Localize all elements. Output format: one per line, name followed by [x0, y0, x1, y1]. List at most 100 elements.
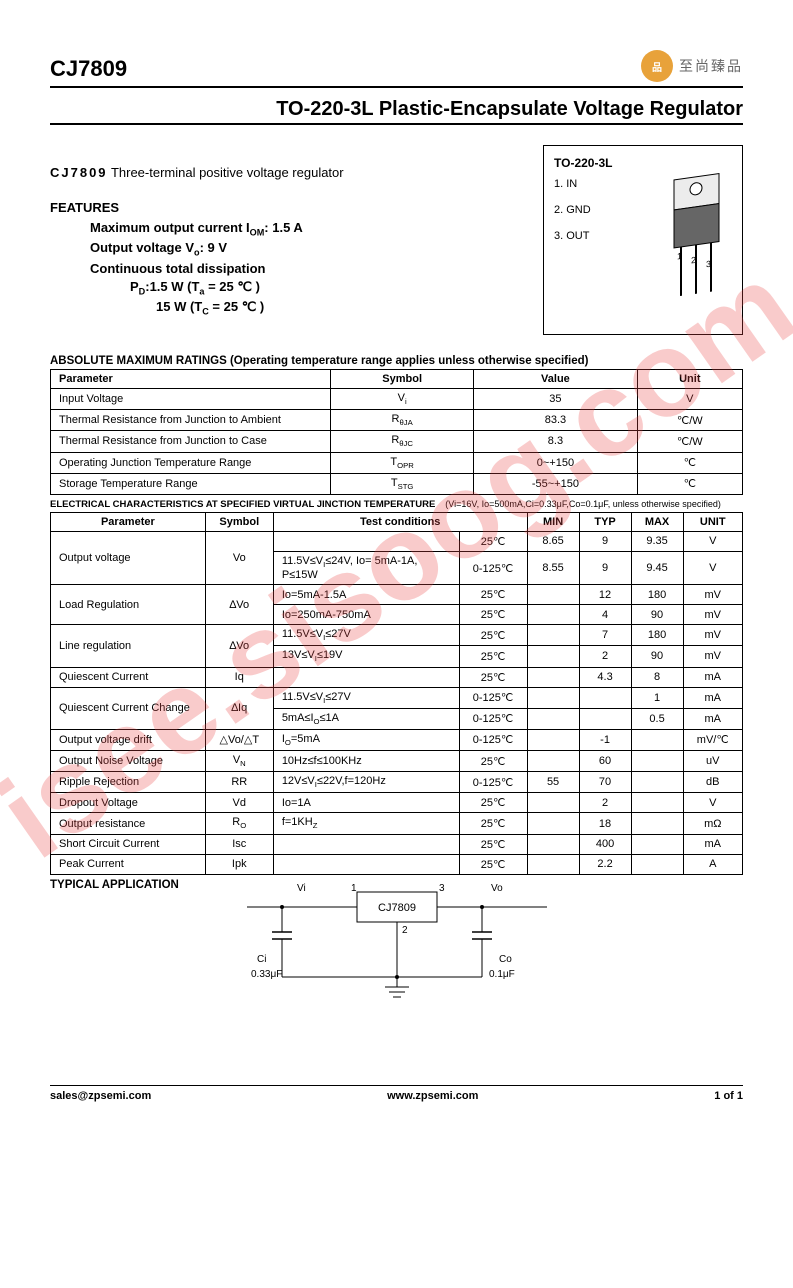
table-cell: 70 [579, 772, 631, 793]
col-typ: TYP [579, 512, 631, 531]
col-max: MAX [631, 512, 683, 531]
svg-text:1: 1 [677, 251, 682, 262]
table-cell: 4.3 [579, 667, 631, 687]
table-cell [527, 751, 579, 772]
svg-text:2: 2 [691, 255, 696, 266]
table-row: Storage Temperature RangeTSTG-55~+150℃ [51, 473, 743, 494]
description: CJ7809 Three-terminal positive voltage r… [50, 165, 523, 180]
table-cell: V [637, 389, 742, 410]
table-cell: 60 [579, 751, 631, 772]
table-cell: Short Circuit Current [51, 834, 206, 854]
table-cell: Storage Temperature Range [51, 473, 331, 494]
table-cell: V [683, 531, 742, 551]
table-row: Output Noise VoltageVN10Hz≤f≤100KHz25℃60… [51, 751, 743, 772]
table-row: Quiescent Current Change∆Iq11.5V≤VI≤27V0… [51, 687, 743, 708]
feature-line: Continuous total dissipation [90, 260, 523, 278]
footer-page: 1 of 1 [714, 1090, 743, 1102]
table-cell: mA [683, 667, 742, 687]
table-row: Output resistanceROf=1KHZ25℃18mΩ [51, 813, 743, 834]
table-cell: V [683, 793, 742, 813]
abs-col: Unit [637, 370, 742, 389]
svg-text:CJ7809: CJ7809 [378, 902, 416, 914]
table-cell: mA [683, 708, 742, 729]
table-cell: 0-125℃ [459, 687, 527, 708]
table-cell: 25℃ [459, 585, 527, 605]
table-row: Dropout VoltageVdIo=1A25℃2V [51, 793, 743, 813]
table-cell: Isc [205, 834, 273, 854]
table-cell: 8.3 [474, 431, 637, 452]
table-cell [527, 854, 579, 874]
desc-part: CJ7809 [50, 165, 108, 180]
svg-text:2: 2 [402, 925, 408, 936]
table-cell [527, 729, 579, 750]
col-symbol: Symbol [205, 512, 273, 531]
table-cell: f=1KHZ [273, 813, 459, 834]
table-cell: 0-125℃ [459, 708, 527, 729]
table-cell: 12V≤VI≤22V,f=120Hz [273, 772, 459, 793]
table-row: Peak CurrentIpk25℃2.2A [51, 854, 743, 874]
table-cell: 25℃ [459, 646, 527, 667]
table-cell: Io=5mA-1.5A [273, 585, 459, 605]
table-cell: Output voltage [51, 531, 206, 584]
table-cell: 8.55 [527, 551, 579, 584]
abs-col: Value [474, 370, 637, 389]
table-cell: Output voltage drift [51, 729, 206, 750]
typical-app-diagram: CJ7809 Vi 1 3 Vo 2 Ci 0.33μF Co 0.1μF [50, 877, 743, 1010]
features-list: Maximum output current IOM: 1.5 A Output… [90, 219, 523, 318]
svg-text:Vo: Vo [491, 883, 503, 894]
table-cell: TSTG [331, 473, 474, 494]
table-cell: 8 [631, 667, 683, 687]
col-unit: UNIT [683, 512, 742, 531]
table-cell: 35 [474, 389, 637, 410]
table-cell: ℃ [637, 452, 742, 473]
table-cell: Load Regulation [51, 585, 206, 625]
table-cell: ℃/W [637, 431, 742, 452]
table-cell: RO [205, 813, 273, 834]
table-cell: VN [205, 751, 273, 772]
svg-text:0.1μF: 0.1μF [489, 969, 515, 980]
col-min: MIN [527, 512, 579, 531]
col-param: Parameter [51, 512, 206, 531]
table-cell: 25℃ [459, 605, 527, 625]
abs-col: Symbol [331, 370, 474, 389]
table-cell: ℃/W [637, 410, 742, 431]
header: CJ7809 品 至尚臻品 [50, 50, 743, 88]
elec-table: Parameter Symbol Test conditions MIN TYP… [50, 512, 743, 875]
table-cell [631, 813, 683, 834]
table-cell: 12 [579, 585, 631, 605]
table-cell: mA [683, 687, 742, 708]
table-cell [579, 687, 631, 708]
table-cell: 0-125℃ [459, 772, 527, 793]
table-cell [631, 772, 683, 793]
table-cell: △Vo/△T [205, 729, 273, 750]
table-cell: Output Noise Voltage [51, 751, 206, 772]
table-row: Input VoltageVi35V [51, 389, 743, 410]
table-cell: 25℃ [459, 667, 527, 687]
elec-heading: ELECTRICAL CHARACTERISTICS AT SPECIFIED … [50, 499, 435, 510]
elec-note: (Vi=16V, Io=500mA,Ci=0.33μF,Co=0.1μF, un… [445, 499, 721, 509]
table-cell: RθJC [331, 431, 474, 452]
table-cell: ∆Vo [205, 625, 273, 667]
col-conditions: Test conditions [273, 512, 527, 531]
table-cell: 2 [579, 793, 631, 813]
table-row: Operating Junction Temperature RangeTOPR… [51, 452, 743, 473]
table-cell: 9.45 [631, 551, 683, 584]
table-row: Output voltage drift△Vo/△TIO=5mA0-125℃-1… [51, 729, 743, 750]
table-cell: 7 [579, 625, 631, 646]
table-cell: mΩ [683, 813, 742, 834]
table-cell: mA [683, 834, 742, 854]
table-cell: 4 [579, 605, 631, 625]
table-cell: 90 [631, 605, 683, 625]
table-cell: mV [683, 585, 742, 605]
table-cell: ∆Iq [205, 687, 273, 729]
table-cell [527, 708, 579, 729]
table-cell: 18 [579, 813, 631, 834]
table-cell: 25℃ [459, 854, 527, 874]
table-cell: 8.65 [527, 531, 579, 551]
table-row: Thermal Resistance from Junction to Ambi… [51, 410, 743, 431]
svg-text:Ci: Ci [257, 954, 266, 965]
table-cell: Io=250mA-750mA [273, 605, 459, 625]
page-title: TO-220-3L Plastic-Encapsulate Voltage Re… [50, 98, 743, 125]
package-diagram: TO-220-3L 1. IN 2. GND 3. OUT 1 2 3 [543, 145, 743, 335]
table-cell: 83.3 [474, 410, 637, 431]
